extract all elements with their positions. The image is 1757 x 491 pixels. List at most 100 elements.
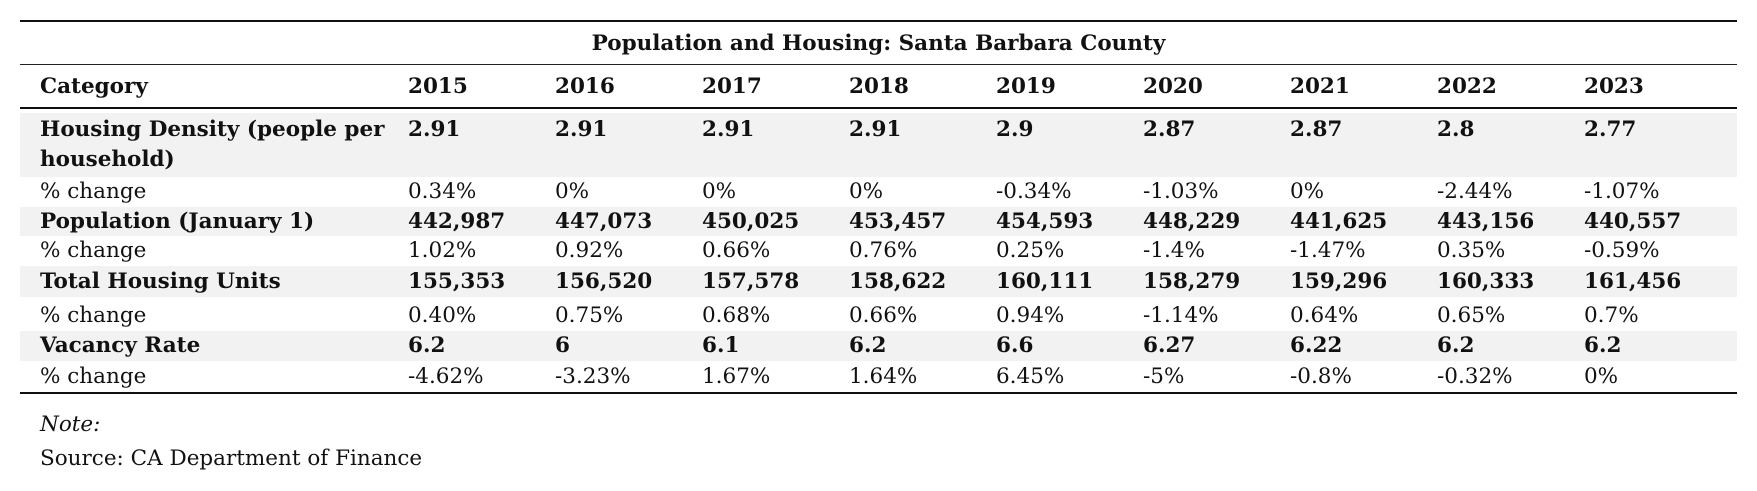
table-cell: 0.64%: [1290, 301, 1437, 331]
table-cell: 2.8: [1437, 113, 1584, 177]
row-label: % change: [20, 301, 408, 331]
table-cell: -4.62%: [408, 361, 555, 394]
column-header-year: 2016: [555, 64, 702, 109]
table-cell: 155,353: [408, 266, 555, 297]
table-cell: -0.34%: [996, 177, 1143, 207]
table-cell: 158,279: [1143, 266, 1290, 297]
table-row-population-change: % change 1.02% 0.92% 0.66% 0.76% 0.25% -…: [20, 236, 1737, 266]
row-label: Vacancy Rate: [20, 331, 408, 361]
table-cell: 6.27: [1143, 331, 1290, 361]
table-row-population: Population (January 1) 442,987 447,073 4…: [20, 207, 1737, 236]
table-cell: 0.76%: [849, 236, 996, 266]
table-cell: -2.44%: [1437, 177, 1584, 207]
table-cell: 0%: [1290, 177, 1437, 207]
table-cell: 442,987: [408, 207, 555, 236]
table-cell: -3.23%: [555, 361, 702, 394]
column-header-year: 2019: [996, 64, 1143, 109]
table-cell: -1.4%: [1143, 236, 1290, 266]
table-cell: 2.91: [555, 113, 702, 177]
column-header-year: 2018: [849, 64, 996, 109]
table-cell: 0.35%: [1437, 236, 1584, 266]
column-header-category: Category: [20, 64, 408, 109]
table-cell: 1.02%: [408, 236, 555, 266]
table-row-housing-density: Housing Density (people per household) 2…: [20, 113, 1737, 177]
table-cell: 1.64%: [849, 361, 996, 394]
data-table: Population and Housing: Santa Barbara Co…: [20, 20, 1737, 394]
row-label: % change: [20, 177, 408, 207]
table-cell: 0.25%: [996, 236, 1143, 266]
row-label: Total Housing Units: [20, 266, 408, 297]
table-cell: 0%: [849, 177, 996, 207]
table-cell: 2.87: [1143, 113, 1290, 177]
table-cell: 441,625: [1290, 207, 1437, 236]
table-cell: -0.59%: [1584, 236, 1737, 266]
table-cell: 0.66%: [702, 236, 849, 266]
table-cell: 158,622: [849, 266, 996, 297]
row-label: Housing Density (people per household): [20, 113, 408, 177]
table-cell: 157,578: [702, 266, 849, 297]
table-note: Note:: [40, 412, 101, 437]
table-cell: 6: [555, 331, 702, 361]
table-cell: 6.22: [1290, 331, 1437, 361]
row-label: % change: [20, 361, 408, 394]
table-cell: -1.47%: [1290, 236, 1437, 266]
table-cell: 0%: [702, 177, 849, 207]
table-cell: -0.8%: [1290, 361, 1437, 394]
table-cell: 448,229: [1143, 207, 1290, 236]
table-cell: 0.7%: [1584, 301, 1737, 331]
table-cell: 1.67%: [702, 361, 849, 394]
table-cell: 453,457: [849, 207, 996, 236]
table-cell: 6.2: [1584, 331, 1737, 361]
table-cell: 6.45%: [996, 361, 1143, 394]
table-cell: 160,333: [1437, 266, 1584, 297]
table-cell: 161,456: [1584, 266, 1737, 297]
table-cell: 0.68%: [702, 301, 849, 331]
table-cell: 2.87: [1290, 113, 1437, 177]
table-cell: 6.2: [1437, 331, 1584, 361]
table-cell: -1.14%: [1143, 301, 1290, 331]
column-header-year: 2020: [1143, 64, 1290, 109]
table-cell: 450,025: [702, 207, 849, 236]
table-cell: 2.9: [996, 113, 1143, 177]
table-cell: 2.91: [408, 113, 555, 177]
table-row-vacancy-change: % change -4.62% -3.23% 1.67% 1.64% 6.45%…: [20, 361, 1737, 394]
table-cell: 156,520: [555, 266, 702, 297]
table-cell: 6.2: [849, 331, 996, 361]
column-header-year: 2022: [1437, 64, 1584, 109]
table-cell: 160,111: [996, 266, 1143, 297]
table-cell: 0.34%: [408, 177, 555, 207]
row-label: % change: [20, 236, 408, 266]
table-cell: 2.91: [849, 113, 996, 177]
table-cell: 0%: [555, 177, 702, 207]
table-source: Source: CA Department of Finance: [40, 446, 423, 471]
table-cell: 0.65%: [1437, 301, 1584, 331]
table-cell: -5%: [1143, 361, 1290, 394]
table-row-housing-units: Total Housing Units 155,353 156,520 157,…: [20, 266, 1737, 297]
table-row-housing-units-change: % change 0.40% 0.75% 0.68% 0.66% 0.94% -…: [20, 301, 1737, 331]
table-cell: 6.2: [408, 331, 555, 361]
row-label: Population (January 1): [20, 207, 408, 236]
table-cell: 0.94%: [996, 301, 1143, 331]
table-cell: 0.75%: [555, 301, 702, 331]
table-cell: 159,296: [1290, 266, 1437, 297]
table-cell: -1.07%: [1584, 177, 1737, 207]
table-cell: 6.6: [996, 331, 1143, 361]
column-header-year: 2017: [702, 64, 849, 109]
table-cell: 2.91: [702, 113, 849, 177]
table-cell: 6.1: [702, 331, 849, 361]
table-title: Population and Housing: Santa Barbara Co…: [20, 22, 1737, 65]
table-cell: 0.66%: [849, 301, 996, 331]
table-row-density-change: % change 0.34% 0% 0% 0% -0.34% -1.03% 0%…: [20, 177, 1737, 207]
header-row: Category 2015 2016 2017 2018 2019 2020 2…: [20, 64, 1737, 109]
table-cell: 0%: [1584, 361, 1737, 394]
table-cell: 447,073: [555, 207, 702, 236]
table-cell: 454,593: [996, 207, 1143, 236]
column-header-year: 2021: [1290, 64, 1437, 109]
table-cell: -1.03%: [1143, 177, 1290, 207]
column-header-year: 2015: [408, 64, 555, 109]
table-title-row: Population and Housing: Santa Barbara Co…: [20, 22, 1737, 65]
table-row-vacancy-rate: Vacancy Rate 6.2 6 6.1 6.2 6.6 6.27 6.22…: [20, 331, 1737, 361]
table-cell: 440,557: [1584, 207, 1737, 236]
column-header-year: 2023: [1584, 64, 1737, 109]
